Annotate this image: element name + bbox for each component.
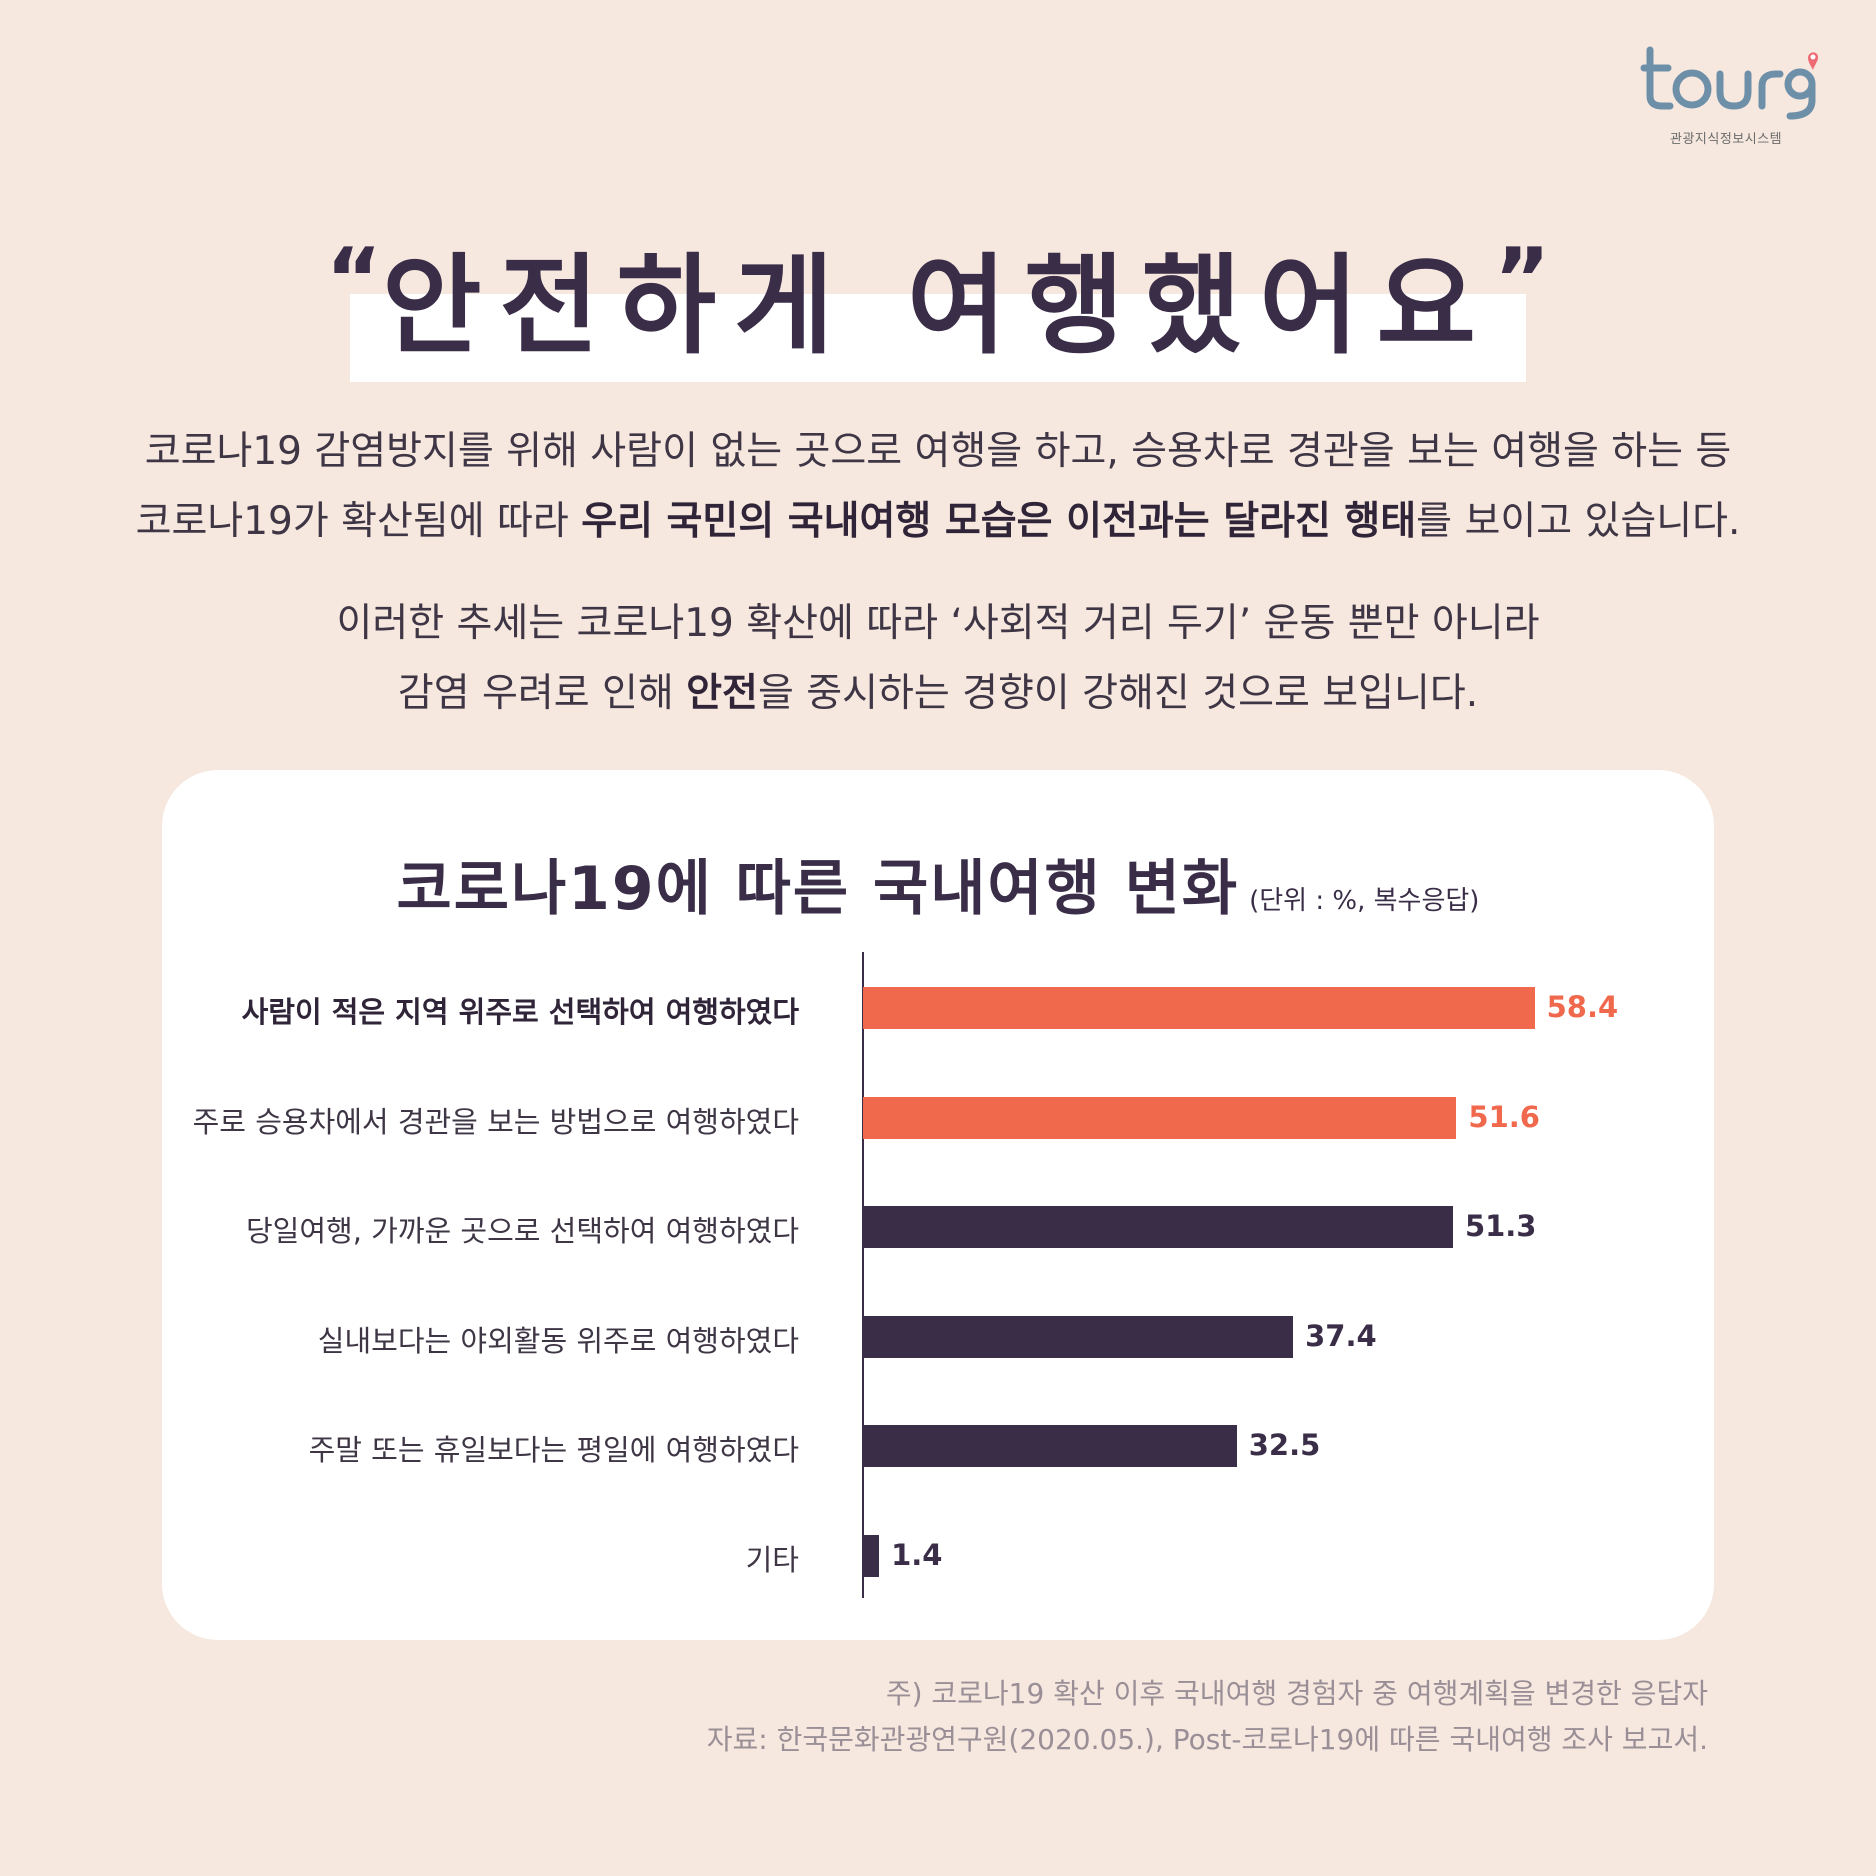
chart-unit-note: (단위 : %, 복수응답): [1249, 886, 1480, 916]
value-label: 37.4: [1305, 1318, 1377, 1353]
source-note: 자료: 한국문화관광연구원(2020.05.), Post-코로나19에 따른 …: [706, 1723, 1708, 1756]
intro-line-2-post: 를 보이고 있습니다.: [1416, 499, 1741, 544]
intro-line-4: 감염 우려로 인해 안전을 중시하는 경향이 강해진 것으로 보입니다.: [0, 662, 1876, 718]
value-label: 58.4: [1546, 990, 1619, 1024]
bar: [863, 1315, 1294, 1358]
tour9-wordmark-icon: [1640, 46, 1819, 120]
intro-line-4-pre: 감염 우려로 인해: [397, 671, 687, 716]
value-label: 1.4: [891, 1537, 943, 1572]
category-label: 기타: [745, 1542, 799, 1577]
chart-card: 코로나19에 따른 국내여행 변화 (단위 : %, 복수응답) 사람이 적은 지…: [162, 770, 1714, 1640]
value-label: 51.6: [1468, 1099, 1540, 1134]
headline: “안전하게 여행했어요”: [326, 205, 1551, 382]
headline-area: “안전하게 여행했어요”: [0, 205, 1876, 382]
chart-title: 코로나19에 따른 국내여행 변화: [396, 854, 1240, 924]
footnote: 주) 코로나19 확산 이후 국내여행 경험자 중 여행계획을 변경한 응답자: [885, 1677, 1708, 1710]
bar: [863, 1206, 1453, 1248]
bar: [863, 987, 1535, 1029]
intro-line-4-post: 을 중시하는 경향이 강해진 것으로 보입니다.: [757, 671, 1479, 716]
bar: [863, 1534, 880, 1577]
intro-line-2-pre: 코로나19가 확산됨에 따라: [135, 499, 582, 544]
intro-line-2: 코로나19가 확산됨에 따라 우리 국민의 국내여행 모습은 이전과는 달라진 …: [0, 490, 1876, 546]
category-label: 당일여행, 가까운 곳으로 선택하여 여행하였다: [245, 1214, 799, 1248]
value-label: 51.3: [1464, 1209, 1537, 1243]
open-quote: “: [325, 230, 383, 330]
intro-line-1: 코로나19 감염방지를 위해 사람이 없는 곳으로 여행을 하고, 승용차로 경…: [144, 429, 1732, 474]
headline-highlight: [349, 294, 1527, 382]
chart-title-row: 코로나19에 따른 국내여행 변화 (단위 : %, 복수응답): [162, 840, 1714, 927]
headline-text: 안전하게 여행했어요: [382, 244, 1494, 369]
intro-line-3: 이러한 추세는 코로나19 확산에 따라 ‘사회적 거리 두기’ 운동 뿐만 아…: [336, 601, 1540, 646]
category-label: 실내보다는 야외활동 위주로 여행하였다: [317, 1323, 799, 1358]
logo-subtitle: 관광지식정보시스템: [1670, 132, 1783, 147]
intro-line-2-bold: 우리 국민의 국내여행 모습은 이전과는 달라진 행태: [581, 499, 1417, 544]
category-label: 주로 승용차에서 경관을 보는 방법으로 여행하였다: [192, 1104, 799, 1139]
intro-line-4-bold: 안전: [686, 671, 758, 716]
tour9-logo: 관광지식정보시스템: [1640, 44, 1820, 154]
category-label: 주말 또는 휴일보다는 평일에 여행하였다: [308, 1433, 799, 1467]
bar: [863, 1425, 1237, 1467]
bar: [863, 1096, 1457, 1139]
chart-axis-line: [862, 952, 864, 1598]
value-label: 32.5: [1248, 1428, 1321, 1462]
close-quote: ”: [1493, 230, 1551, 330]
category-label: 사람이 적은 지역 위주로 선택하여 여행하였다: [241, 995, 799, 1029]
